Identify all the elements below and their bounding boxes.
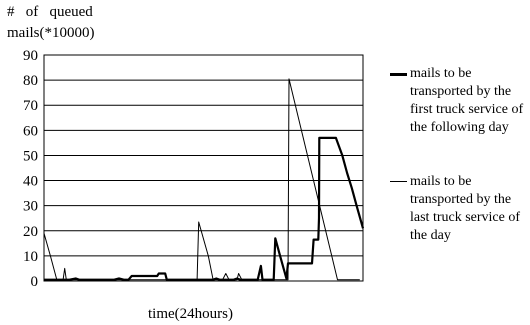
y-tick-label: 50 (23, 148, 38, 164)
y-tick-label: 90 (23, 48, 38, 64)
y-axis-label-line-2: mails(*10000) (7, 25, 95, 41)
y-tick-label: 60 (23, 123, 38, 139)
y-tick-label: 30 (23, 199, 38, 215)
y-axis-label-line-1: # of queued (7, 4, 93, 20)
x-axis-label: time(24hours) (148, 306, 233, 322)
legend-entry-first-truck: mails to be transported by the first tru… (390, 65, 530, 160)
y-tick-label: 40 (23, 174, 38, 190)
series-lines (43, 78, 365, 281)
plot-frame (43, 54, 364, 282)
y-tick-label: 70 (23, 98, 38, 114)
legend-label-last-truck: mails to be transported by the last truc… (410, 174, 521, 243)
y-tick-labels: 90 80 70 60 50 40 30 20 10 0 (23, 48, 38, 290)
series-line-2 (43, 78, 360, 281)
series-line-1 (44, 136, 365, 281)
grid-lines (44, 79, 363, 257)
legend-label-first-truck: mails to be transported by the first tru… (410, 66, 524, 135)
legend-entry-last-truck: mails to be transported by the last truc… (390, 173, 530, 248)
y-tick-label: 80 (23, 73, 38, 89)
legend-swatch-thick (390, 73, 407, 76)
y-tick-label: 0 (31, 274, 39, 290)
legend-swatch-thin (390, 181, 407, 182)
y-tick-label: 10 (23, 249, 38, 265)
y-tick-label: 20 (23, 224, 38, 240)
